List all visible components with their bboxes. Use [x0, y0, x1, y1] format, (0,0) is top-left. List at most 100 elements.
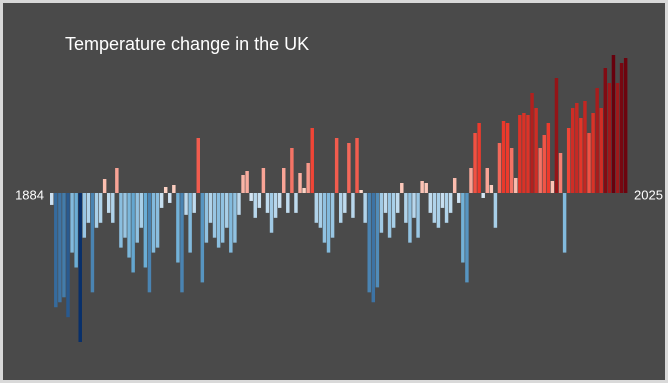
bar [408, 193, 412, 243]
bar [355, 138, 359, 193]
bar [379, 193, 384, 233]
bar [200, 193, 205, 283]
bar [469, 168, 473, 193]
bar [526, 115, 530, 193]
bar [375, 193, 380, 288]
bar [579, 118, 583, 193]
bar [82, 193, 87, 238]
bar [290, 148, 294, 193]
bar [444, 193, 449, 223]
bar [587, 133, 591, 193]
bar [184, 193, 188, 215]
bar [241, 175, 245, 193]
bar [123, 193, 127, 238]
bar [615, 83, 620, 193]
bar [387, 193, 392, 238]
bar [78, 193, 82, 342]
bar [298, 173, 302, 193]
bar [115, 168, 119, 193]
bar [566, 128, 571, 193]
bar [318, 193, 323, 228]
bar [485, 168, 489, 193]
bar [603, 68, 608, 193]
bar [330, 193, 335, 238]
bar [196, 138, 200, 193]
bar [70, 193, 74, 253]
bar [131, 193, 135, 273]
bar [90, 193, 95, 293]
bar [261, 168, 266, 193]
bar [514, 178, 518, 193]
bar [522, 113, 526, 193]
bar [457, 193, 461, 203]
bar [420, 181, 424, 193]
bar [473, 133, 477, 193]
bar [546, 123, 551, 193]
bar [412, 193, 416, 218]
bar [371, 193, 376, 303]
bar [159, 193, 164, 208]
bar [294, 193, 298, 213]
bar [163, 187, 168, 193]
bar [493, 193, 498, 228]
bar [359, 190, 363, 193]
bar [172, 185, 176, 193]
bar [575, 103, 579, 193]
bar [440, 193, 445, 208]
bar [94, 193, 99, 228]
bar [554, 78, 559, 193]
bar [74, 193, 78, 268]
start-label: 1884 [15, 187, 44, 202]
bar [599, 108, 603, 193]
bar [367, 193, 371, 293]
chart-title: Temperature change in the UK [65, 34, 309, 54]
bar [607, 83, 612, 193]
bar [465, 193, 469, 283]
bar [306, 163, 310, 193]
bar [461, 193, 465, 263]
bar [265, 193, 270, 213]
bar [139, 193, 144, 228]
bar [50, 193, 54, 205]
bar [168, 193, 172, 203]
bar [212, 193, 217, 238]
bar [448, 193, 453, 213]
bar [505, 123, 510, 193]
bar [619, 63, 624, 193]
bar [62, 193, 66, 298]
bar [147, 193, 152, 293]
bar [102, 179, 107, 193]
bar [477, 123, 481, 193]
bar [611, 55, 616, 193]
bar [595, 88, 599, 193]
bar [562, 193, 567, 253]
bar [277, 193, 282, 208]
bar [58, 193, 62, 303]
bar [204, 193, 209, 243]
bar [339, 193, 343, 223]
bar [363, 193, 367, 223]
bar [395, 193, 400, 213]
bar [192, 193, 196, 213]
bar [269, 193, 274, 233]
bar [253, 193, 257, 218]
bar [176, 193, 180, 263]
bar [249, 193, 253, 201]
bar [245, 171, 249, 193]
bar [127, 193, 131, 258]
end-label: 2025 [634, 187, 663, 202]
bar [501, 121, 506, 193]
bar [538, 148, 542, 193]
bar [237, 193, 241, 215]
bar [481, 193, 485, 198]
bar [432, 193, 437, 223]
bar [54, 193, 58, 308]
bar [583, 101, 587, 193]
bar [106, 193, 111, 213]
bar [428, 193, 433, 213]
bar [326, 193, 331, 253]
bar [111, 193, 115, 223]
bar [220, 193, 225, 243]
bar [86, 193, 91, 223]
